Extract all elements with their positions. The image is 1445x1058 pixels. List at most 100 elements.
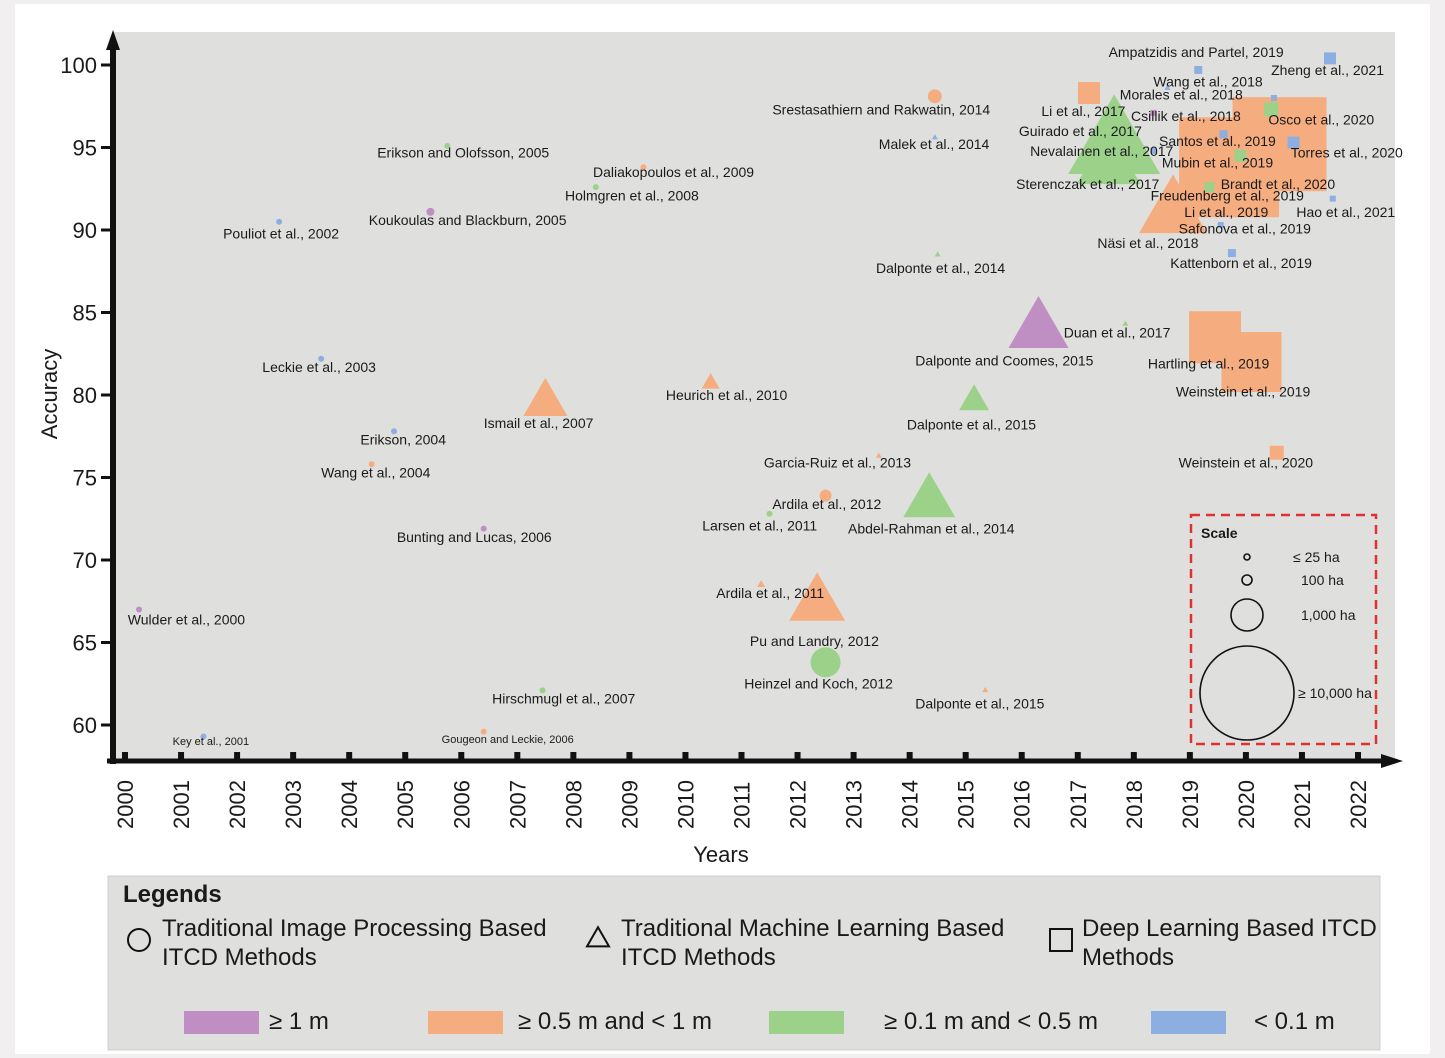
legend-color-swatch xyxy=(428,1011,503,1034)
x-tick-label: 2007 xyxy=(505,780,530,829)
data-label: Kattenborn et al., 2019 xyxy=(1170,255,1312,271)
data-label: Weinstein et al., 2020 xyxy=(1179,455,1314,471)
x-tick-label: 2011 xyxy=(730,782,755,829)
point-triangle xyxy=(1076,128,1141,185)
x-tick-mark xyxy=(346,752,353,761)
point-triangle xyxy=(931,134,938,140)
data-label: Sterenczak et al., 2017 xyxy=(1016,176,1159,192)
legend-triangle-icon xyxy=(585,925,611,948)
x-tick-mark xyxy=(1018,752,1025,761)
data-label: Mubin et al., 2019 xyxy=(1162,154,1274,170)
y-tick-label: 90 xyxy=(73,218,97,243)
legend-title: Legends xyxy=(123,881,222,908)
data-label: Erikson, 2004 xyxy=(360,432,446,448)
point-square xyxy=(1329,195,1336,202)
data-label: Weinstein et al., 2019 xyxy=(1176,384,1311,400)
point-square xyxy=(1088,144,1095,151)
x-axis-arrow xyxy=(1381,754,1403,768)
axes: 60 65 70 75 80 85 90 95 100 2000 2001 2002 2003 2004 2… xyxy=(60,30,1403,829)
point-triangle xyxy=(903,472,956,518)
data-label: Safonova et al., 2019 xyxy=(1179,220,1312,236)
point-circle xyxy=(819,489,832,502)
data-label: Heinzel and Koch, 2012 xyxy=(744,676,893,692)
legend-shape-label: Traditional Image Processing Based xyxy=(162,915,547,942)
x-tick-label: 2014 xyxy=(898,780,923,829)
x-tick-label: 2019 xyxy=(1178,780,1203,829)
x-tick-label: 2018 xyxy=(1122,780,1147,829)
scale-label: ≤ 25 ha xyxy=(1293,549,1340,565)
x-tick-mark xyxy=(1186,752,1193,761)
data-label: Torres et al., 2020 xyxy=(1291,144,1403,160)
scale-circle-icon xyxy=(1230,598,1264,632)
point-circle xyxy=(368,461,375,468)
x-tick-mark xyxy=(1355,752,1361,761)
data-label: Dalponte et al., 2015 xyxy=(907,417,1036,433)
scale-box: Scale ≤ 25 ha 100 ha 1,000 ha ≥ 10,000 ha xyxy=(1189,513,1378,746)
x-tick-label: 2002 xyxy=(225,780,250,829)
data-label: Duan et al., 2017 xyxy=(1064,324,1171,340)
y-tick-label: 75 xyxy=(73,466,97,491)
point-circle xyxy=(480,728,487,735)
x-tick-label: 2010 xyxy=(673,780,698,829)
legend-color-swatch xyxy=(769,1011,844,1034)
point-triangle xyxy=(789,572,846,621)
y-axis-arrow xyxy=(106,30,120,50)
x-tick-mark xyxy=(850,752,857,761)
point-circle xyxy=(592,184,599,191)
y-tick-label: 95 xyxy=(73,136,97,161)
point-triangle xyxy=(523,377,568,416)
x-axis-title: Years xyxy=(693,842,748,867)
x-tick-label: 2005 xyxy=(393,780,418,829)
data-label: Wang et al., 2004 xyxy=(321,465,430,481)
point-triangle xyxy=(1068,94,1161,175)
legend-shape-label: Methods xyxy=(1082,944,1174,971)
scale-label: 100 ha xyxy=(1301,572,1344,588)
data-label: Wang et al., 2018 xyxy=(1153,73,1262,89)
data-label: Guirado et al., 2017 xyxy=(1019,123,1142,139)
data-label: Freudenberg et al., 2019 xyxy=(1151,187,1305,203)
data-label: Bunting and Lucas, 2006 xyxy=(397,529,552,545)
data-label: Pouliot et al., 2002 xyxy=(223,225,339,241)
point-circle xyxy=(391,428,398,435)
x-tick-label: 2008 xyxy=(561,780,586,829)
point-circle xyxy=(426,207,435,216)
data-label: Hao et al., 2021 xyxy=(1296,204,1395,220)
x-tick-mark xyxy=(962,752,969,761)
x-tick-label: 2003 xyxy=(281,780,306,829)
data-label: Srestasathiern and Rakwatin, 2014 xyxy=(772,102,990,118)
point-circle xyxy=(318,355,325,362)
point-triangle xyxy=(701,373,720,389)
data-label: Hartling et al., 2019 xyxy=(1148,356,1270,372)
point-square xyxy=(1194,65,1203,74)
data-label: Holmgren et al., 2008 xyxy=(565,187,699,203)
x-tick-mark xyxy=(626,752,633,761)
point-square xyxy=(1189,311,1242,364)
scale-box-border xyxy=(1189,513,1378,746)
x-tick-label: 2016 xyxy=(1010,780,1035,829)
data-label: Koukoulas and Blackburn, 2005 xyxy=(369,212,567,228)
legend-resolution-entries: ≥ 1 m ≥ 0.5 m and < 1 m ≥ 0.1 m and < 0.5 … xyxy=(184,1008,1335,1035)
data-label: Morales et al., 2018 xyxy=(1120,87,1243,103)
x-tick-mark xyxy=(738,752,745,761)
y-tick-label: 85 xyxy=(73,301,97,326)
data-label: Garcia-Ruiz et al., 2013 xyxy=(764,455,911,471)
data-label: Brandt et al., 2020 xyxy=(1221,176,1336,192)
y-axis-title: Accuracy xyxy=(37,349,62,439)
x-tick-mark xyxy=(794,752,801,761)
scale-circle-icon xyxy=(1243,553,1251,561)
point-circle xyxy=(276,218,283,225)
x-tick-label: 2022 xyxy=(1346,780,1371,829)
data-label: Ardila et al., 2011 xyxy=(716,585,824,601)
point-square xyxy=(1227,249,1236,258)
point-square xyxy=(1077,82,1100,105)
point-circle xyxy=(480,525,487,532)
point-circle xyxy=(200,733,207,740)
y-tick-label: 60 xyxy=(73,713,97,738)
x-tick-label: 2009 xyxy=(617,780,642,829)
data-label: Ampatzidis and Partel, 2019 xyxy=(1109,44,1284,60)
point-triangle xyxy=(959,384,990,411)
data-label: Gougeon and Leckie, 2006 xyxy=(442,734,574,746)
x-tick-mark xyxy=(290,752,297,761)
point-triangle xyxy=(1164,84,1171,90)
